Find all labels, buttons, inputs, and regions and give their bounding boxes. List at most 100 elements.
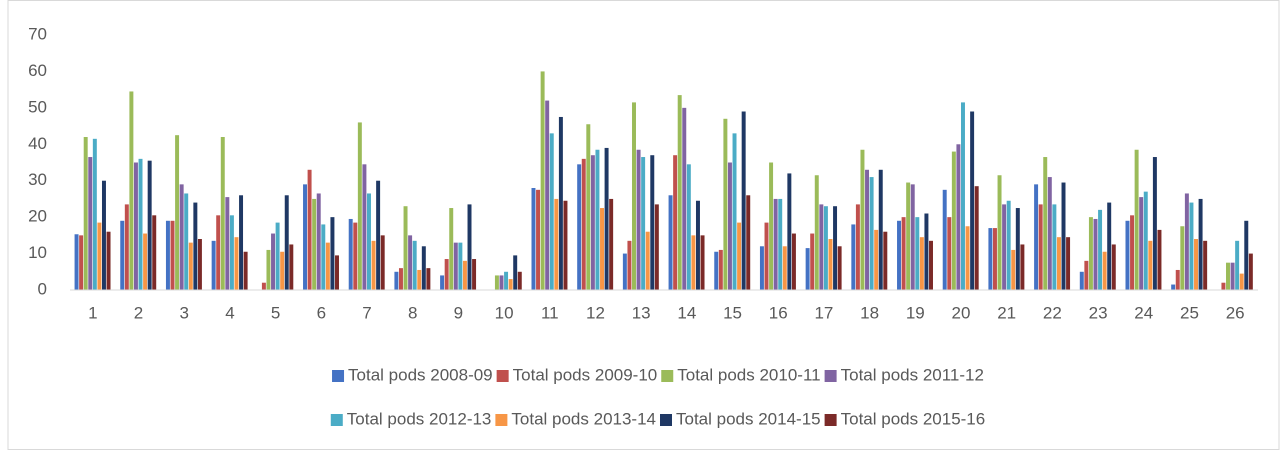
x-tick-label: 3 <box>179 303 188 322</box>
bar <box>595 149 600 290</box>
bar <box>1084 260 1089 290</box>
bar <box>531 188 536 290</box>
bar <box>677 95 682 290</box>
bar <box>229 215 234 290</box>
x-tick-label: 5 <box>271 303 280 322</box>
bar <box>855 204 860 290</box>
bar <box>1043 157 1048 290</box>
legend-label: Total pods 2012-13 <box>347 409 492 428</box>
bar <box>1139 197 1144 290</box>
bar <box>124 204 129 290</box>
bar <box>558 116 563 290</box>
y-tick-label: 70 <box>28 24 47 43</box>
x-tick-label: 1 <box>88 303 97 322</box>
bar <box>1221 282 1226 290</box>
bar <box>974 186 979 290</box>
bar <box>92 138 97 290</box>
x-tick-label: 13 <box>632 303 651 322</box>
y-tick-label: 60 <box>28 61 47 80</box>
bar <box>691 235 696 290</box>
bar <box>106 231 111 290</box>
bar <box>682 107 687 290</box>
bar <box>426 268 431 290</box>
bar <box>280 251 285 290</box>
x-tick-label: 19 <box>906 303 925 322</box>
bar <box>874 229 879 290</box>
bar <box>216 215 221 290</box>
bar <box>376 180 381 290</box>
y-tick-label: 20 <box>28 207 47 226</box>
bar <box>394 271 399 290</box>
bar <box>179 184 184 290</box>
bar <box>307 169 312 290</box>
bar <box>590 155 595 290</box>
bar <box>1130 215 1135 290</box>
bar <box>1102 251 1107 290</box>
bar <box>499 275 504 290</box>
bar <box>865 169 870 290</box>
bar <box>193 202 198 290</box>
bar <box>997 175 1002 290</box>
bar <box>1011 249 1016 290</box>
bar <box>860 149 865 290</box>
bar <box>791 233 796 290</box>
bar <box>458 242 463 290</box>
bar <box>769 162 774 290</box>
bar <box>1157 229 1162 290</box>
bar <box>234 237 239 290</box>
bar <box>275 222 280 290</box>
bar <box>810 233 815 290</box>
bar <box>992 228 997 290</box>
bar <box>627 240 632 290</box>
bar <box>353 222 358 290</box>
bar <box>417 269 422 290</box>
bar <box>380 235 385 290</box>
bar <box>1002 204 1007 290</box>
bar <box>837 246 842 290</box>
bar <box>540 71 545 290</box>
bar <box>243 251 248 290</box>
bar <box>1198 198 1203 290</box>
bar <box>440 275 445 290</box>
bar <box>1148 240 1153 290</box>
bar <box>152 215 157 290</box>
bar <box>1111 244 1116 290</box>
bar <box>175 135 180 290</box>
bar <box>622 253 627 290</box>
x-tick-label: 17 <box>814 303 833 322</box>
y-tick-label: 0 <box>38 279 47 298</box>
bar <box>1180 226 1185 290</box>
bar <box>1194 239 1198 290</box>
bar <box>782 246 787 290</box>
bar <box>851 224 856 290</box>
bar <box>1226 262 1230 290</box>
bar <box>746 195 751 290</box>
bar <box>371 240 376 290</box>
bar <box>787 173 792 290</box>
bar <box>1143 191 1148 290</box>
bar <box>1184 193 1189 290</box>
bar <box>951 151 956 290</box>
bar <box>444 259 449 290</box>
bar <box>316 193 321 290</box>
x-tick-label: 18 <box>860 303 879 322</box>
legend-label: Total pods 2010-11 <box>677 365 820 384</box>
legend-label: Total pods 2011-12 <box>841 365 984 384</box>
bar <box>536 189 541 290</box>
bar <box>367 193 371 290</box>
bar <box>170 220 175 290</box>
bar <box>239 195 244 290</box>
bar <box>74 234 79 290</box>
bar <box>1088 217 1093 290</box>
bar <box>650 155 655 290</box>
bar <box>143 233 148 290</box>
x-tick-label: 24 <box>1134 303 1153 322</box>
bar <box>79 235 84 290</box>
bar <box>668 195 673 290</box>
x-tick-label: 4 <box>225 303 234 322</box>
bar <box>449 208 454 290</box>
bar <box>120 220 125 290</box>
bar <box>577 164 582 290</box>
bar <box>88 157 93 290</box>
bar <box>883 231 888 290</box>
